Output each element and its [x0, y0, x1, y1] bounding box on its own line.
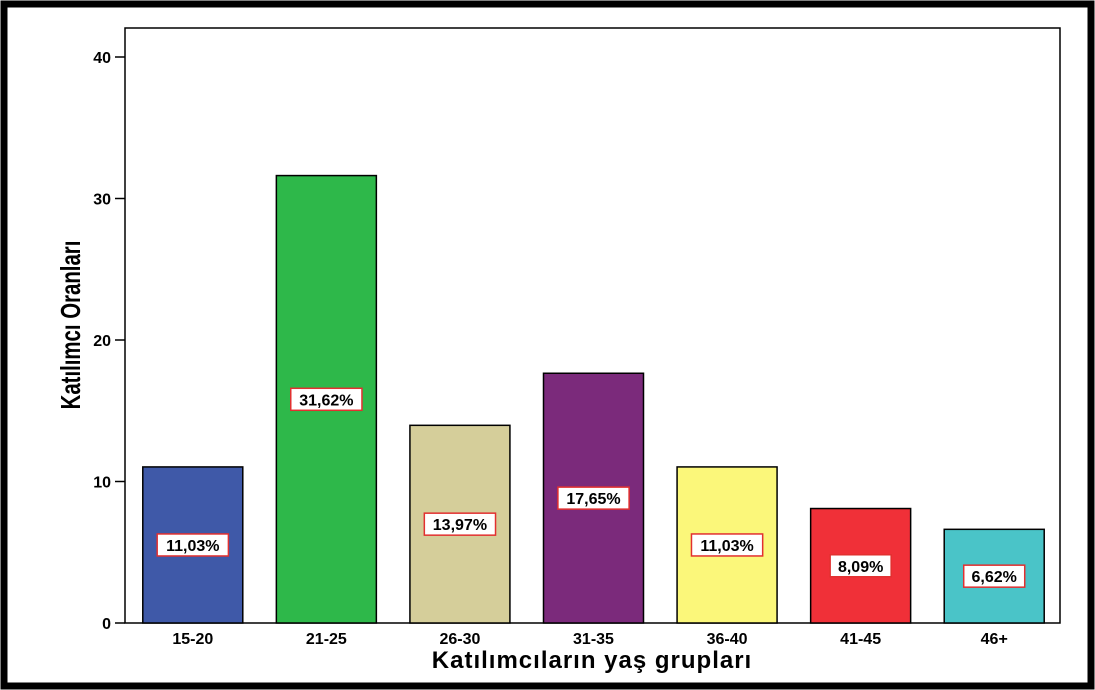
data-label: 11,03% [166, 538, 219, 555]
x-tick-label: 15-20 [172, 631, 213, 648]
data-label: 31,62% [299, 392, 353, 409]
y-tick-label: 10 [93, 475, 111, 492]
data-label-box [423, 512, 497, 536]
y-axis-title: Katılımcı Oranları [56, 241, 87, 410]
data-label-box [557, 486, 630, 510]
data-label: 8,09% [838, 559, 883, 576]
data-label-box [156, 533, 230, 557]
x-axis: 15-20 21-25 26-30 31-35 36-40 41-45 46+ [172, 631, 1007, 648]
y-tick-label: 30 [93, 192, 111, 209]
y-axis: 0 10 20 30 40 [93, 50, 125, 633]
x-tick-label: 46+ [981, 631, 1008, 648]
y-tick-label: 20 [93, 333, 111, 350]
data-label-box [690, 533, 764, 557]
y-tick-label: 40 [93, 50, 111, 67]
x-axis-title: Katılımcıların yaş grupları [432, 647, 752, 674]
y-tick-label: 0 [102, 616, 111, 633]
x-tick-label: 21-25 [306, 631, 347, 648]
bars: 11,03% 31,62% 13,97% 17,65% 11,03% 8,09% 6,62% [142, 174, 1045, 624]
data-label-box [962, 564, 1026, 588]
x-tick-label: 31-35 [573, 631, 614, 648]
data-label: 13,97% [433, 517, 487, 534]
data-label: 17,65% [566, 491, 620, 508]
data-label-box [290, 387, 363, 412]
x-tick-label: 26-30 [439, 631, 480, 648]
data-label: 6,62% [972, 569, 1017, 586]
x-tick-label: 36-40 [707, 631, 748, 648]
data-label: 11,03% [700, 538, 753, 555]
x-tick-label: 41-45 [840, 631, 881, 648]
data-label-box [829, 554, 892, 578]
